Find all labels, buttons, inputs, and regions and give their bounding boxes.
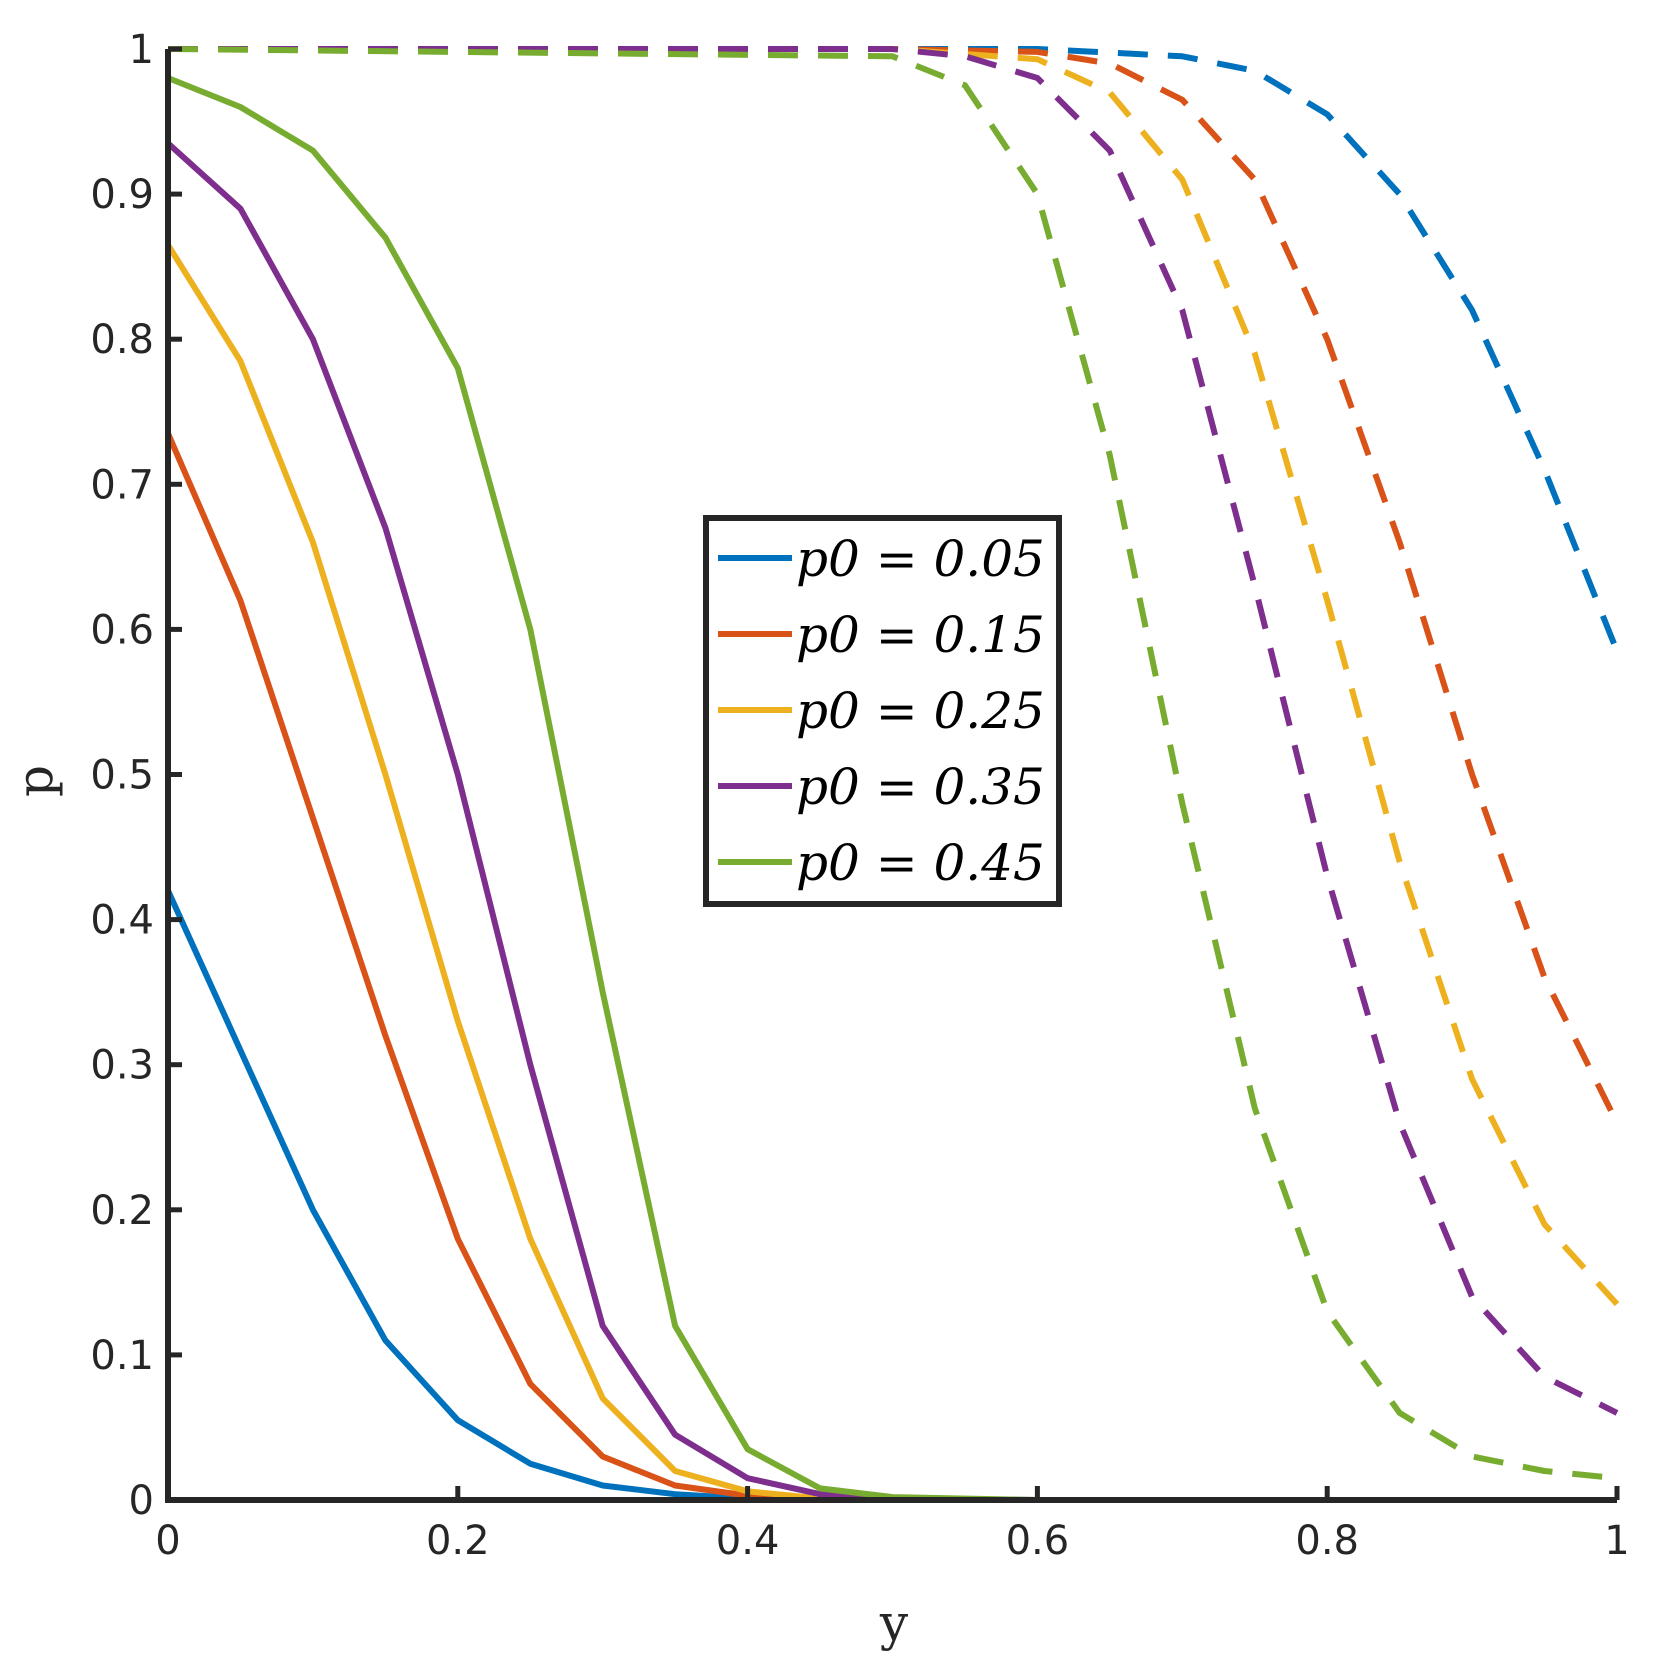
legend-label-0: p0 = 0.05 — [796, 530, 1045, 588]
legend-label-3: p0 = 0.35 — [796, 758, 1045, 816]
y-tick-label: 0.8 — [90, 317, 154, 363]
tick-layer: 0 0.2 0.4 0.6 0.8 1 0 0.1 0.2 0.3 0.4 0.5 0.6 0.7 0.8 0… — [90, 27, 1629, 1564]
y-tick-label: 0.9 — [90, 172, 154, 218]
x-tick-label: 1 — [1604, 1518, 1629, 1564]
legend-label-2: p0 = 0.25 — [796, 682, 1045, 740]
x-tick-label: 0.8 — [1295, 1518, 1359, 1564]
x-tick-label: 0.2 — [426, 1518, 490, 1564]
y-tick-label: 0.6 — [90, 607, 154, 653]
x-tick-label: 0.6 — [1006, 1518, 1070, 1564]
y-tick-label: 0.5 — [90, 753, 154, 799]
x-tick-label: 0 — [155, 1518, 180, 1564]
legend: p0 = 0.05 p0 = 0.15 p0 = 0.25 p0 = 0.35 p0 =… — [703, 515, 1062, 907]
y-tick-label: 0.3 — [90, 1043, 154, 1089]
y-tick-label: 1 — [129, 27, 154, 73]
legend-label-4: p0 = 0.45 — [796, 834, 1045, 892]
y-axis-label: p — [6, 765, 64, 797]
x-tick-label: 0.4 — [716, 1518, 780, 1564]
series-2-dashed-line — [168, 46, 1620, 1307]
y-tick-label: 0 — [129, 1478, 154, 1524]
y-tick-label: 0.1 — [90, 1333, 154, 1379]
x-axis-label: y — [879, 1594, 909, 1652]
y-tick-label: 0.2 — [90, 1188, 154, 1234]
y-tick-label: 0.7 — [90, 462, 154, 508]
series-layer — [165, 46, 1620, 1503]
y-tick-label: 0.4 — [90, 898, 154, 944]
legend-label-1: p0 = 0.15 — [796, 606, 1045, 664]
series-4-dashed-line — [167, 46, 1618, 1482]
series-1-dashed-line — [168, 46, 1620, 1125]
series-0-dashed-line — [168, 46, 1620, 653]
